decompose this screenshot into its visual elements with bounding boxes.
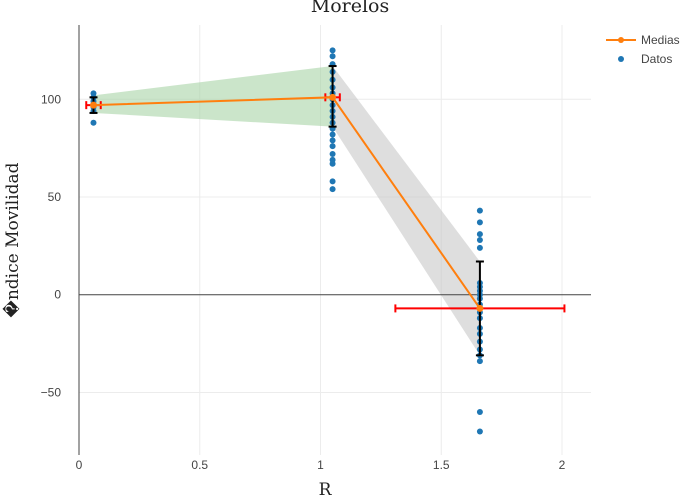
y-tick-label-1: 0 bbox=[54, 288, 61, 302]
medias-series bbox=[89, 93, 484, 312]
data-point-29 bbox=[476, 219, 483, 226]
data-point-28 bbox=[476, 207, 483, 214]
data-point-21 bbox=[329, 137, 336, 144]
data-point-48 bbox=[476, 428, 483, 435]
data-point-25 bbox=[329, 160, 336, 167]
x-tick-label-0: 0 bbox=[76, 458, 83, 472]
data-point-47 bbox=[476, 409, 483, 415]
data-point-26 bbox=[329, 178, 336, 185]
data-point-6 bbox=[90, 119, 97, 126]
legend[interactable]: Medias Datos bbox=[606, 33, 680, 66]
data-point-22 bbox=[329, 143, 336, 150]
x-tick-label-4: 2 bbox=[559, 458, 566, 472]
medias-marker-0 bbox=[89, 101, 97, 109]
data-point-20 bbox=[329, 131, 336, 138]
legend-label-medias: Medias bbox=[641, 33, 680, 47]
band-gray bbox=[332, 66, 480, 356]
x-tick-label-1: 0.5 bbox=[191, 458, 208, 472]
y-tick-label-0: −50 bbox=[41, 385, 62, 399]
tick-labels: 0 0.5 1 1.5 2 −50 0 50 100 bbox=[41, 92, 566, 472]
x-tick-label-2: 1 bbox=[317, 458, 324, 472]
y-tick-label-3: 100 bbox=[41, 92, 61, 106]
legend-label-datos: Datos bbox=[641, 52, 672, 66]
y-axis-title: �ndice Movilidad bbox=[2, 162, 23, 317]
confidence-bands bbox=[93, 66, 480, 356]
legend-marker-medias bbox=[618, 37, 624, 43]
x-tick-label-3: 1.5 bbox=[433, 458, 450, 472]
y-tick-label-2: 50 bbox=[48, 190, 62, 204]
data-point-23 bbox=[329, 151, 336, 157]
band-green bbox=[93, 66, 333, 127]
x-axis-title: R bbox=[319, 480, 333, 500]
legend-item-medias[interactable]: Medias bbox=[606, 33, 680, 47]
chart-title: Morelos bbox=[311, 0, 390, 17]
data-point-27 bbox=[329, 186, 336, 193]
data-point-46 bbox=[476, 358, 483, 365]
medias-marker-2 bbox=[476, 304, 484, 312]
axes bbox=[78, 25, 591, 455]
data-point-7 bbox=[329, 47, 336, 54]
data-point-32 bbox=[476, 244, 483, 251]
data-point-30 bbox=[476, 231, 483, 238]
data-point-8 bbox=[329, 53, 336, 60]
medias-marker-1 bbox=[329, 93, 337, 101]
legend-item-datos[interactable]: Datos bbox=[618, 52, 672, 66]
data-point-31 bbox=[476, 237, 483, 243]
legend-marker-datos bbox=[618, 56, 624, 62]
